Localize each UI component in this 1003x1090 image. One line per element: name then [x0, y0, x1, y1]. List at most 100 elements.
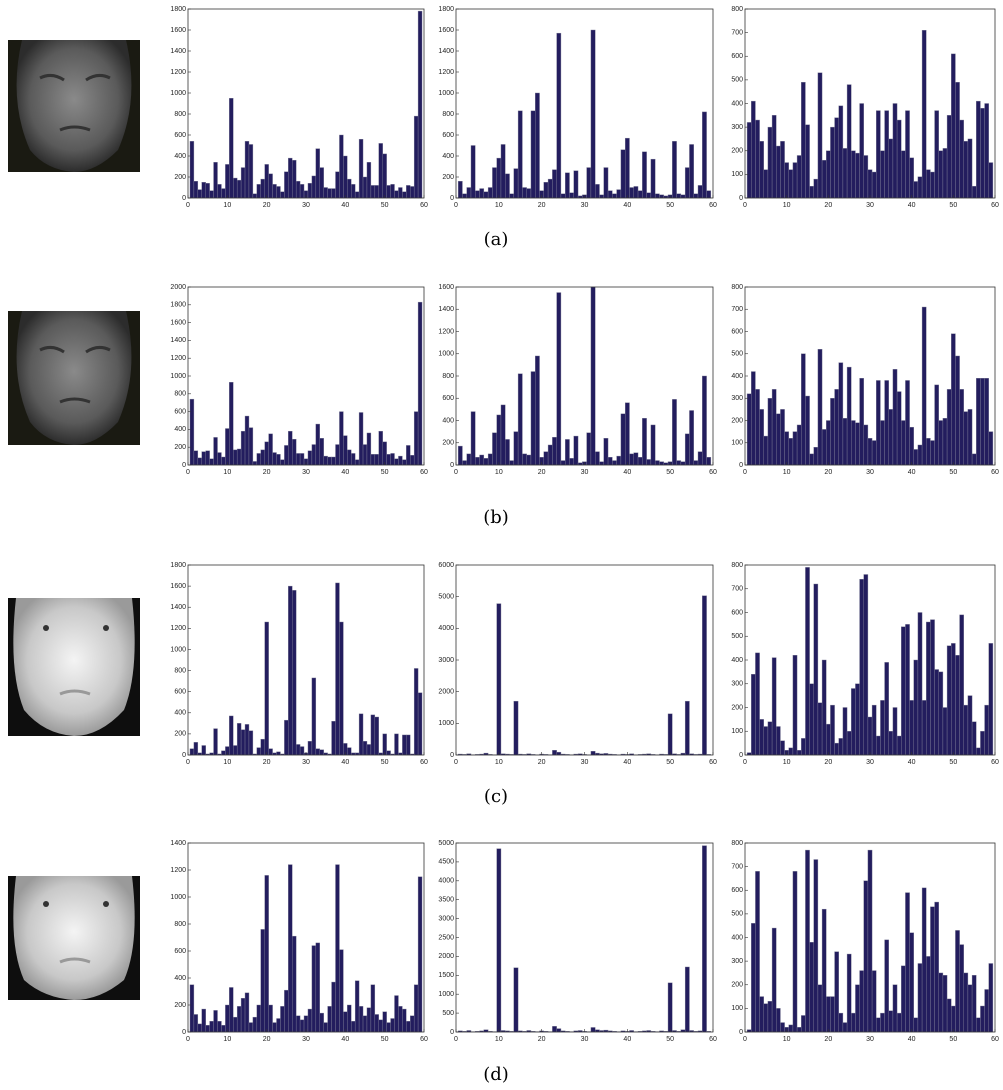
bar	[339, 135, 343, 198]
bar	[830, 705, 834, 755]
bar	[280, 192, 284, 198]
bar	[535, 356, 539, 465]
bar	[406, 445, 410, 465]
x-tick-label: 40	[908, 759, 916, 766]
y-tick-label: 1200	[170, 355, 186, 362]
bar	[229, 987, 233, 1032]
bar	[501, 405, 505, 465]
y-tick-label: 4000	[438, 625, 454, 632]
bar	[647, 193, 651, 198]
y-tick-label: 1400	[170, 604, 186, 611]
bar	[214, 1010, 218, 1032]
y-tick-label: 1800	[438, 6, 454, 13]
y-tick-label: 1000	[170, 646, 186, 653]
bar	[797, 1027, 801, 1032]
bar	[395, 191, 399, 198]
bar	[955, 356, 959, 465]
bar	[625, 138, 629, 198]
bar	[868, 717, 872, 755]
bar	[190, 141, 194, 198]
bar	[339, 622, 343, 755]
x-tick-label: 40	[623, 759, 631, 766]
bar	[951, 334, 955, 465]
histogram: 0500100015002000250030003500400045005000…	[438, 840, 717, 1043]
y-tick-label: 1800	[170, 302, 186, 309]
bar	[789, 438, 793, 465]
y-tick-label: 1400	[438, 306, 454, 313]
bar	[277, 186, 281, 198]
x-tick-label: 50	[949, 469, 957, 476]
bar	[810, 454, 814, 465]
bar	[574, 436, 578, 465]
bar	[312, 946, 316, 1032]
bar	[897, 736, 901, 755]
y-tick-label: 1600	[438, 284, 454, 291]
y-tick-label: 200	[174, 444, 186, 451]
bar	[221, 457, 225, 465]
bar	[989, 643, 993, 755]
bar	[548, 179, 552, 198]
bar	[868, 850, 872, 1032]
bar	[980, 378, 984, 465]
bar	[292, 590, 296, 755]
bar	[527, 455, 531, 465]
bar	[488, 188, 492, 199]
y-tick-label: 400	[442, 417, 454, 424]
y-tick-label: 1400	[438, 48, 454, 55]
bar	[514, 968, 518, 1032]
x-tick-label: 30	[302, 469, 310, 476]
bar	[868, 170, 872, 198]
bar	[471, 412, 475, 465]
x-tick-label: 40	[623, 202, 631, 209]
bar	[972, 454, 976, 465]
bar	[336, 865, 340, 1032]
x-tick-label: 50	[949, 202, 957, 209]
bar	[638, 457, 642, 465]
plot-frame	[188, 287, 424, 465]
x-tick-label: 30	[581, 202, 589, 209]
bar	[872, 441, 876, 465]
bar	[694, 461, 698, 465]
y-tick-label: 1600	[170, 27, 186, 34]
bar	[764, 727, 768, 756]
bar	[355, 192, 359, 198]
bar	[698, 185, 702, 198]
bar	[398, 456, 402, 465]
histogram: 01002003004005006007008000102030405060	[731, 284, 999, 476]
bar	[296, 744, 300, 755]
bar	[599, 462, 603, 465]
y-tick-label: 200	[731, 704, 743, 711]
bar	[785, 163, 789, 198]
bar	[880, 151, 884, 198]
x-tick-label: 60	[709, 759, 717, 766]
histogram: 0200400600800100012001400160018002000010…	[170, 284, 428, 476]
x-tick-label: 30	[581, 1036, 589, 1043]
bar	[951, 54, 955, 198]
bar	[218, 453, 222, 465]
bar	[955, 655, 959, 755]
bar	[893, 369, 897, 465]
bar	[595, 184, 599, 198]
x-tick-label: 30	[302, 202, 310, 209]
y-tick-label: 400	[731, 657, 743, 664]
y-tick-label: 1600	[438, 27, 454, 34]
bar	[383, 154, 387, 198]
bar	[359, 139, 363, 198]
bar	[793, 655, 797, 755]
y-tick-label: 200	[174, 174, 186, 181]
y-tick-label: 1000	[438, 991, 454, 998]
bar	[591, 751, 595, 755]
bar	[901, 627, 905, 755]
x-tick-label: 40	[623, 1036, 631, 1043]
bar	[462, 194, 466, 198]
bar	[785, 432, 789, 465]
bar	[347, 179, 351, 198]
bar	[410, 455, 414, 465]
y-tick-label: 700	[731, 863, 743, 870]
bar	[214, 162, 218, 198]
bar	[889, 731, 893, 755]
bar	[621, 150, 625, 198]
y-tick-label: 0	[450, 1029, 454, 1036]
bar	[241, 730, 245, 755]
bar	[702, 112, 706, 198]
